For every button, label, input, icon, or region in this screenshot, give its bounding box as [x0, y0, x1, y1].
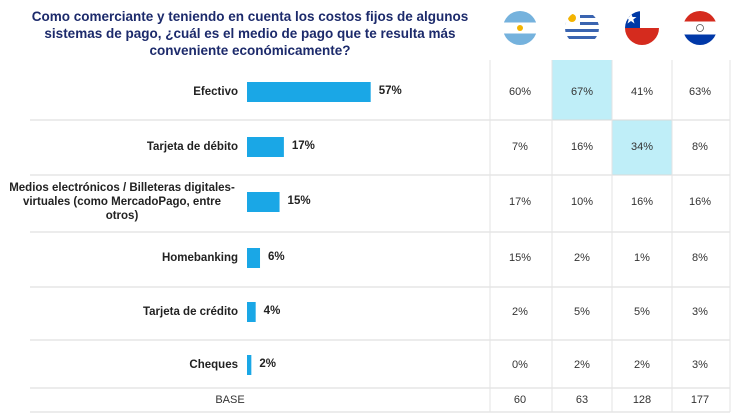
table-cell: 16% [630, 196, 654, 208]
base-cell: 63 [575, 394, 589, 406]
table-cell: 10% [570, 196, 594, 208]
table-cell: 2% [512, 306, 528, 318]
table-cell: 5% [634, 306, 650, 318]
table-cell: 0% [512, 359, 528, 371]
table-cell: 3% [692, 359, 708, 371]
table-cell: 1% [634, 252, 650, 264]
table-cell: 7% [512, 141, 528, 153]
table-cell: 34% [630, 141, 654, 153]
table-cell: 2% [574, 252, 590, 264]
bar [247, 248, 261, 268]
bar [247, 355, 252, 375]
chile-flag-icon [625, 11, 659, 45]
table-cell: 8% [692, 252, 708, 264]
category-label: Medios electrónicos / Billeteras digital… [9, 182, 235, 222]
base-cell: 60 [513, 394, 527, 406]
category-label: Homebanking [161, 252, 238, 264]
bar [247, 137, 284, 157]
paraguay-flag-icon [683, 11, 717, 45]
highlight-cell [552, 60, 612, 120]
table-cell: 16% [688, 196, 712, 208]
value-label: 2% [259, 358, 276, 370]
table-cell: 16% [570, 141, 594, 153]
base-cell: 177 [690, 394, 710, 406]
table-cell: 17% [508, 196, 532, 208]
bar [247, 192, 280, 212]
table-cell: 60% [508, 86, 532, 98]
bar [247, 82, 371, 102]
value-label: 15% [287, 195, 311, 207]
table-cell: 8% [692, 141, 708, 153]
table-cell: 15% [508, 252, 532, 264]
value-label: 57% [378, 85, 402, 97]
category-label: Tarjeta de débito [146, 141, 238, 153]
uruguay-flag-icon [565, 11, 599, 45]
argentina-flag-icon [503, 11, 537, 45]
table-cell: 63% [688, 86, 712, 98]
highlight-cell [612, 120, 672, 175]
chart-title: Como comerciante y teniendo en cuenta lo… [31, 9, 469, 58]
category-label: Tarjeta de crédito [142, 306, 238, 318]
table-cell: 3% [692, 306, 708, 318]
table-cell: 5% [574, 306, 590, 318]
table-cell: 2% [574, 359, 590, 371]
value-label: 17% [291, 140, 315, 152]
category-label: Cheques [189, 359, 238, 371]
table-cell: 67% [570, 86, 594, 98]
base-label: BASE [215, 394, 245, 406]
table-cell: 2% [634, 359, 650, 371]
value-label: 6% [268, 251, 285, 263]
category-label: Efectivo [193, 86, 238, 98]
value-label: 4% [263, 305, 281, 317]
table-cell: 41% [630, 86, 654, 98]
bar [247, 302, 256, 322]
base-cell: 128 [632, 394, 652, 406]
